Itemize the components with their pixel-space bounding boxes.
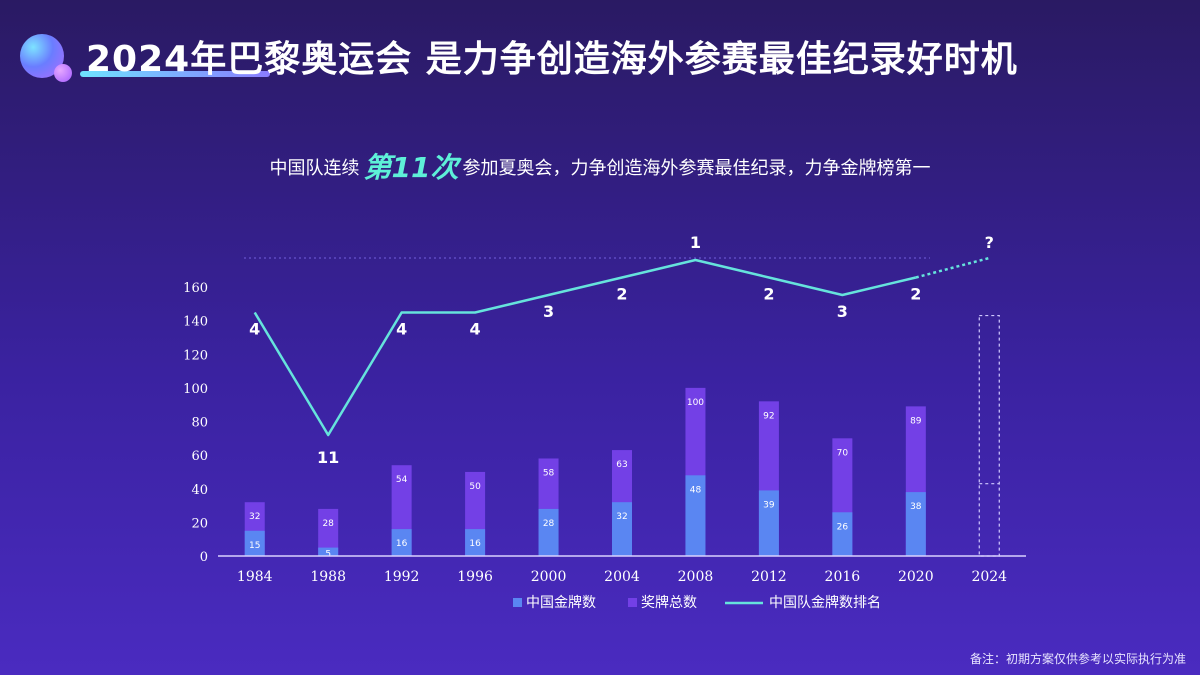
x-tick-label: 2012 [751,569,787,585]
y-tick-label: 20 [191,516,208,531]
rank-label: 2 [763,285,774,304]
legend-label-gold: 中国金牌数 [526,594,596,611]
rank-label: 2 [616,285,627,304]
y-tick-label: 40 [191,483,208,498]
rank-label: 4 [396,320,407,339]
total-value-label: 28 [322,519,334,529]
total-value-label: 100 [687,398,704,408]
total-value-label: 54 [396,475,408,485]
x-tick-label: 2004 [604,569,640,585]
gold-value-label: 48 [690,485,702,495]
total-value-label: 50 [469,482,481,492]
gold-value-label: 5 [325,550,331,560]
total-value-label: 58 [543,468,555,478]
rank-label: ? [985,233,994,252]
x-tick-label: 2020 [898,569,934,585]
x-tick-label: 1992 [384,569,420,585]
rank-label: 3 [543,302,554,321]
gold-medals-bar [905,492,926,556]
legend: 中国金牌数 奖牌总数 中国队金牌数排名 [513,594,881,611]
gold-medals-bar [391,529,412,556]
subtitle-prefix: 中国队连续 [269,158,360,179]
rank-label: 11 [317,448,339,467]
y-tick-label: 60 [191,449,208,464]
rank-label: 4 [470,320,481,339]
rank-label: 4 [249,320,260,339]
subtitle-suffix: 参加夏奥会，力争创造海外参赛最佳纪录，力争金牌榜第一 [462,158,931,179]
x-tick-label: 2000 [531,569,567,585]
y-axis: 0 20 40 60 80 100 120 140 160 [183,281,208,565]
rank-label: 1 [690,233,701,252]
gold-medals-bar [832,512,853,556]
x-tick-label: 2024 [971,569,1007,585]
placeholder-bar [978,314,1000,557]
chart-subtitle: 中国队连续 第11次 参加夏奥会，力争创造海外参赛最佳纪录，力争金牌榜第一 [0,146,1200,186]
x-tick-label: 1996 [457,569,493,585]
gold-medals-bar [758,490,779,556]
gold-value-label: 26 [837,522,849,532]
legend-swatch-gold [513,598,522,607]
gold-medals-bar [685,475,706,556]
gold-value-label: 28 [543,519,555,529]
rank-label: 3 [837,302,848,321]
total-value-label: 70 [837,448,849,458]
gold-value-label: 32 [616,512,627,522]
y-tick-label: 120 [183,348,208,363]
gold-medals-bar [538,508,559,556]
total-value-label: 92 [763,411,774,421]
total-value-label: 32 [249,512,260,522]
x-tick-label: 2016 [825,569,861,585]
total-value-label: 63 [616,460,627,470]
gold-value-label: 38 [910,502,922,512]
legend-label-total: 奖牌总数 [641,594,697,611]
legend-swatch-total [628,598,637,607]
total-value-label: 89 [910,416,922,426]
rank-line [253,258,917,437]
y-tick-label: 140 [183,315,208,330]
gold-value-label: 16 [469,539,481,549]
gold-medals-bar [465,529,486,556]
logo [20,34,76,84]
gold-value-label: 15 [249,541,260,551]
x-tick-label: 2008 [678,569,714,585]
title-underline [80,71,270,77]
rank-label: 2 [910,285,921,304]
page-title: 2024年巴黎奥运会 是力争创造海外参赛最佳纪录好时机 [86,39,1018,80]
x-tick-label: 1984 [237,569,273,585]
gold-medals-bar [612,502,632,556]
total-medals-bar [318,508,339,556]
x-tick-label: 1988 [310,569,346,585]
subtitle-highlight: 第11次 [363,151,459,184]
gold-value-label: 39 [763,500,775,510]
gold-value-label: 16 [396,539,408,549]
y-tick-label: 160 [183,281,208,296]
footnote: 备注：初期方案仅供参考以实际执行为准 [969,652,1186,666]
legend-label-rank: 中国队金牌数排名 [769,594,881,611]
gold-medals-bar [318,547,339,556]
rank-projection-line [915,256,990,279]
y-tick-label: 100 [183,382,208,397]
rank-line-layer: 4 11 4 4 3 2 1 2 3 2? [249,233,994,467]
bars: 32 15 28 5 54 16 50 16 58 28 63 32 100 48 92 39 70 26 89 38 [244,314,1000,560]
y-tick-label: 0 [200,550,208,565]
y-tick-label: 80 [191,416,208,431]
gold-medals-bar [244,530,265,556]
logo-circle-small [54,64,72,82]
x-axis: 1984 1988 1992 1996 2000 2004 2008 2012 2016 2020… [218,257,1026,585]
